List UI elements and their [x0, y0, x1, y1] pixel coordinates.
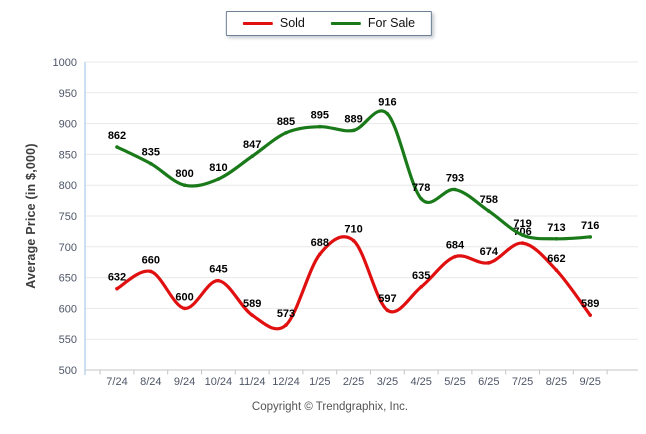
data-label-for-sale: 862 — [108, 130, 126, 142]
y-tick-label: 550 — [59, 334, 77, 346]
data-label-sold: 589 — [581, 298, 599, 310]
x-tick-label: 5/25 — [444, 376, 465, 388]
y-tick-label: 1000 — [53, 57, 77, 69]
data-point-for-sale — [149, 161, 153, 166]
data-label-for-sale: 895 — [311, 110, 329, 122]
data-point-sold — [182, 306, 187, 311]
data-label-for-sale: 793 — [446, 173, 464, 185]
data-point-sold — [453, 254, 457, 259]
data-point-for-sale — [351, 128, 356, 133]
data-point-for-sale — [318, 124, 322, 129]
data-label-sold: 660 — [142, 254, 160, 266]
data-label-sold: 573 — [277, 308, 295, 320]
x-tick-label: 7/25 — [512, 376, 533, 388]
data-label-for-sale: 716 — [581, 220, 599, 232]
x-tick-label: 2/25 — [343, 376, 364, 388]
data-point-sold — [588, 313, 592, 317]
y-tick-label: 600 — [59, 303, 77, 315]
x-tick-label: 1/25 — [309, 376, 330, 388]
x-tick-label: 4/25 — [410, 376, 431, 388]
data-point-sold — [487, 261, 491, 265]
x-tick-label: 10/24 — [205, 376, 233, 388]
chart-legend: Sold For Sale — [225, 11, 433, 36]
data-label-for-sale: 847 — [243, 139, 261, 151]
y-tick-label: 850 — [59, 149, 77, 161]
y-tick-label: 700 — [59, 242, 77, 254]
data-point-sold — [115, 286, 119, 291]
series-line-sold — [115, 235, 592, 331]
copyright-text: Copyright © Trendgraphix, Inc. — [251, 401, 409, 413]
data-point-for-sale — [487, 209, 491, 213]
data-label-for-sale: 810 — [209, 162, 227, 174]
data-point-for-sale — [385, 111, 390, 116]
legend-label-sold: Sold — [279, 16, 305, 30]
legend-item-sold: Sold — [242, 16, 305, 30]
data-label-sold: 674 — [480, 246, 499, 258]
data-label-for-sale: 778 — [412, 182, 430, 194]
data-point-sold — [318, 252, 322, 256]
legend-line-for-sale-icon — [330, 21, 361, 25]
x-tick-label: 7/24 — [106, 376, 127, 388]
data-point-for-sale — [182, 183, 187, 187]
data-label-sold: 635 — [412, 270, 430, 282]
data-label-sold: 589 — [243, 298, 261, 310]
data-label-for-sale: 916 — [378, 97, 396, 109]
legend-item-for-sale: For Sale — [330, 16, 416, 30]
data-point-sold — [351, 238, 356, 243]
x-tick-label: 9/25 — [579, 376, 600, 388]
data-point-for-sale — [588, 235, 592, 239]
legend-line-sold-icon — [242, 21, 273, 25]
x-tick-label: 6/25 — [478, 376, 499, 388]
y-tick-label: 900 — [59, 119, 77, 131]
y-tick-label: 650 — [59, 273, 77, 285]
data-point-sold — [149, 269, 153, 274]
data-point-sold — [385, 308, 390, 313]
y-tick-label: 800 — [59, 180, 77, 192]
data-label-sold: 662 — [547, 253, 565, 265]
data-point-for-sale — [453, 187, 457, 192]
legend-label-for-sale: For Sale — [367, 16, 416, 30]
data-point-for-sale — [115, 145, 119, 149]
data-point-sold — [250, 313, 254, 317]
y-tick-label: 500 — [59, 365, 77, 377]
data-label-for-sale: 835 — [142, 147, 160, 159]
x-tick-label: 3/25 — [377, 376, 398, 388]
data-point-for-sale — [250, 154, 254, 159]
data-label-sold: 645 — [209, 264, 227, 276]
data-label-for-sale: 889 — [344, 113, 362, 125]
data-label-for-sale: 800 — [175, 168, 193, 180]
data-label-for-sale: 713 — [547, 222, 565, 234]
data-point-for-sale — [419, 196, 424, 201]
data-point-sold — [216, 278, 221, 283]
data-point-for-sale — [520, 233, 525, 237]
data-label-for-sale: 719 — [513, 218, 531, 230]
x-tick-label: 12/24 — [272, 376, 300, 388]
data-point-sold — [284, 323, 288, 327]
x-tick-label: 8/24 — [140, 376, 161, 388]
data-label-sold: 688 — [311, 237, 329, 249]
data-point-sold — [554, 268, 559, 273]
data-label-sold: 600 — [175, 291, 193, 303]
x-tick-label: 9/24 — [174, 376, 195, 388]
data-label-sold: 597 — [378, 293, 396, 305]
data-label-for-sale: 758 — [480, 194, 498, 206]
data-point-sold — [419, 285, 424, 289]
data-label-sold: 684 — [446, 240, 465, 252]
data-point-sold — [520, 241, 525, 245]
data-label-sold: 632 — [108, 272, 126, 284]
x-tick-label: 8/25 — [546, 376, 567, 388]
data-label-sold: 710 — [344, 224, 362, 236]
data-point-for-sale — [554, 236, 559, 241]
x-tick-label: 11/24 — [239, 376, 266, 388]
data-point-for-sale — [216, 177, 221, 181]
data-point-for-sale — [284, 131, 288, 135]
y-tick-label: 750 — [59, 211, 77, 223]
data-label-for-sale: 885 — [277, 116, 295, 128]
y-tick-label: 950 — [59, 88, 77, 100]
